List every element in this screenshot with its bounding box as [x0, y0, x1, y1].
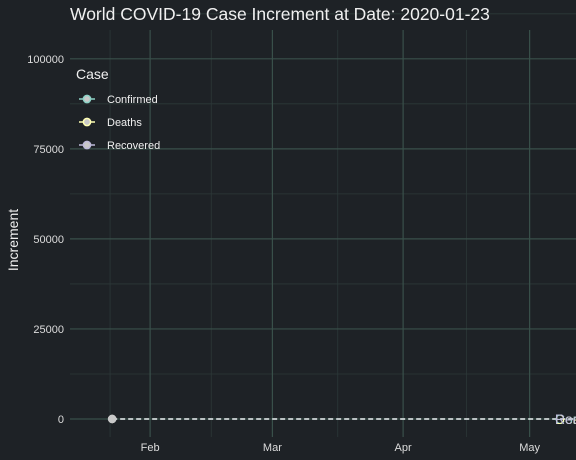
x-tick-label: Apr	[395, 442, 412, 454]
y-tick-label: 25000	[33, 324, 64, 336]
chart-title: World COVID-19 Case Increment at Date: 2…	[70, 4, 490, 24]
legend-title: Case	[76, 66, 109, 82]
legend-key-recovered	[82, 140, 92, 150]
legend-label-deaths: Deaths	[107, 117, 142, 129]
end-label-confirmed: Confirmed	[555, 411, 576, 427]
y-tick-label: 0	[58, 414, 64, 426]
series-point-recovered	[107, 414, 117, 424]
legend-key-confirmed	[82, 94, 92, 104]
y-tick-label: 100000	[27, 54, 64, 66]
y-tick-label: 75000	[33, 144, 64, 156]
series-group	[107, 414, 117, 424]
legend-item-recovered: Recovered	[79, 140, 160, 152]
legend: Case Confirmed Deaths Recovered	[76, 66, 160, 152]
x-tick-label: May	[519, 442, 540, 454]
legend-item-deaths: Deaths	[79, 117, 142, 129]
legend-key-deaths	[82, 117, 92, 127]
legend-item-confirmed: Confirmed	[79, 94, 158, 106]
x-tick-labels: Feb Mar Apr May	[141, 442, 541, 454]
legend-label-recovered: Recovered	[107, 140, 160, 152]
x-tick-label: Feb	[141, 442, 160, 454]
grid-minor	[70, 13, 576, 437]
legend-label-confirmed: Confirmed	[107, 94, 158, 106]
end-label-recovered: Recovered	[555, 411, 576, 427]
y-tick-labels: 0 25000 50000 75000 100000	[27, 54, 64, 426]
y-axis-label: Increment	[5, 209, 21, 271]
y-tick-label: 50000	[33, 234, 64, 246]
end-label-deaths: Deaths	[555, 411, 576, 427]
x-tick-label: Mar	[263, 442, 282, 454]
